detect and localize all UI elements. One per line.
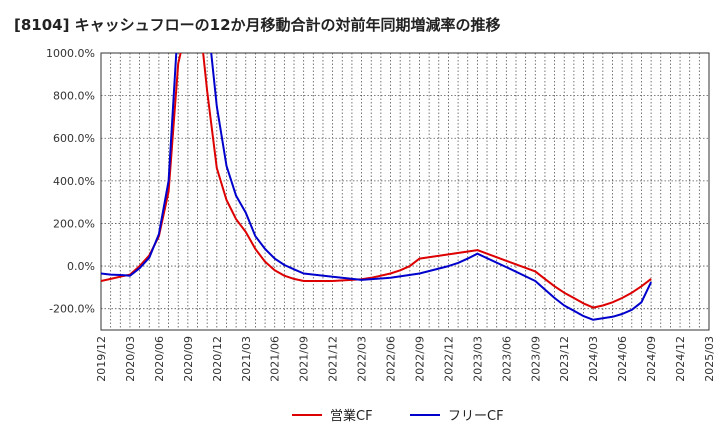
- x-tick-label: 2020/03: [124, 336, 137, 382]
- legend-label-1: 営業CF: [330, 408, 373, 424]
- legend: 営業CF フリーCF: [292, 408, 504, 424]
- series-group: [101, 53, 653, 321]
- x-tick-label: 2021/09: [298, 336, 311, 382]
- x-tick-label: 2021/06: [269, 336, 282, 382]
- x-tick-label: 2020/12: [211, 336, 224, 382]
- x-tick-label: 2023/12: [558, 336, 571, 382]
- x-tick-label: 2021/03: [240, 336, 253, 382]
- y-tick-label: 200.0%: [53, 217, 95, 230]
- y-tick-label: 800.0%: [53, 90, 95, 103]
- legend-label-2: フリーCF: [448, 409, 504, 424]
- x-tick-label: 2023/09: [529, 336, 542, 382]
- x-tick-label: 2020/09: [182, 336, 195, 382]
- plot-frame: [100, 52, 710, 331]
- plot-area: [101, 53, 709, 330]
- series-line-1: [101, 53, 652, 309]
- x-tick-label: 2023/06: [500, 336, 513, 382]
- x-tick-label: 2022/06: [385, 336, 398, 382]
- y-tick-label: 0.0%: [67, 260, 95, 273]
- x-tick-label: 2024/12: [674, 336, 687, 382]
- x-tick-label: 2024/09: [645, 336, 658, 382]
- x-tick-label: 2019/12: [95, 336, 108, 382]
- x-tick-label: 2024/06: [616, 336, 629, 382]
- y-tick-label: 600.0%: [53, 132, 95, 145]
- x-tick-label: 2024/03: [587, 336, 600, 382]
- x-tick-label: 2020/06: [153, 336, 166, 382]
- x-tick-label: 2021/12: [327, 336, 340, 382]
- x-tick-label: 2023/03: [471, 336, 484, 382]
- series-line-2: [101, 53, 653, 321]
- x-tick-label: 2022/09: [413, 336, 426, 382]
- x-tick-label: 2022/03: [356, 336, 369, 382]
- y-tick-label: -200.0%: [49, 303, 95, 316]
- grid: [101, 52, 709, 330]
- x-tick-label: 2022/12: [442, 336, 455, 382]
- y-axis-labels: 1000.0% 800.0% 600.0% 400.0% 200.0% 0.0% -200.…: [46, 47, 95, 316]
- y-tick-label: 1000.0%: [46, 47, 95, 60]
- x-tick-label: 2025/03: [703, 336, 716, 382]
- y-tick-label: 400.0%: [53, 175, 95, 188]
- chart-title: [8104] キャッシュフローの12か月移動合計の対前年同期増減率の推移: [14, 16, 501, 34]
- x-axis-labels: 2019/12 2020/03 2020/06 2020/09 2020/12 2021/…: [95, 336, 716, 382]
